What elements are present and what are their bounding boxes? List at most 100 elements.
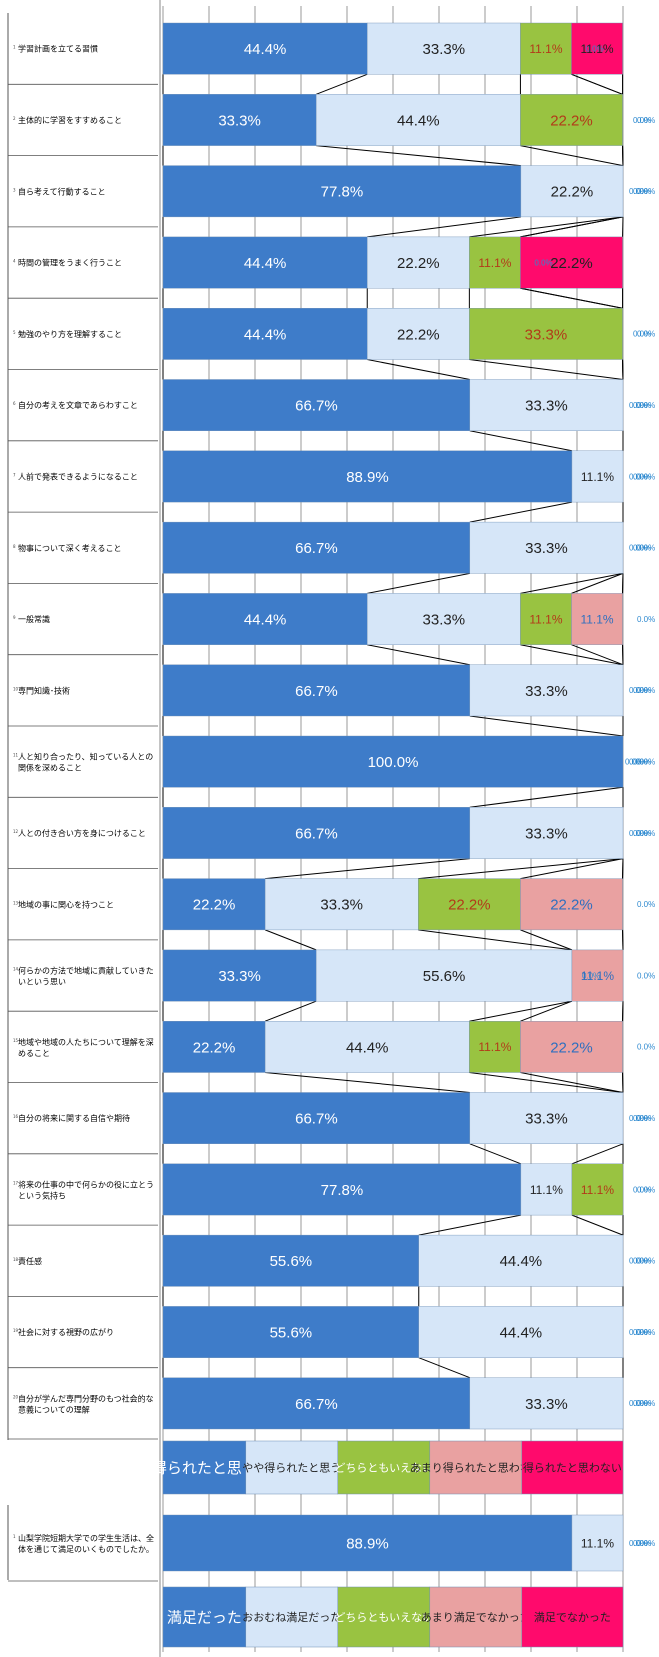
bar-segment xyxy=(520,593,572,645)
data-label: 0.0% xyxy=(633,829,651,838)
bar-segment xyxy=(571,22,623,75)
series-connector xyxy=(571,644,624,666)
bar-segment xyxy=(162,1306,419,1358)
category-label: 学習計画を立てる習慣 xyxy=(18,44,98,54)
category-number: 4 xyxy=(13,259,16,264)
series-connector xyxy=(367,572,470,594)
category-label: 人前で発表できるようになること xyxy=(18,471,138,481)
data-label: 0.0% xyxy=(625,758,643,767)
category-number: 3 xyxy=(13,187,16,192)
data-label: 0.0% xyxy=(633,1114,651,1123)
legend-label: あまり得られたと思わない xyxy=(410,1461,542,1474)
data-label: 22.2% xyxy=(550,897,593,914)
bar-segment xyxy=(418,1234,624,1287)
series-connector xyxy=(520,287,623,309)
bar-segment xyxy=(520,94,623,146)
data-label: 0.0% xyxy=(637,1257,655,1266)
legend-label: やや得られたと思う xyxy=(242,1461,341,1474)
data-label: 22.2% xyxy=(550,1039,593,1056)
data-label: 0.0% xyxy=(629,472,647,481)
data-label: 0.0% xyxy=(629,1399,647,1408)
bar-segment xyxy=(264,878,419,931)
series-connector xyxy=(265,858,470,880)
legend-box xyxy=(337,1586,431,1648)
bar-segment xyxy=(162,1163,522,1216)
series-connector xyxy=(520,1072,624,1093)
bar-segment xyxy=(571,593,623,645)
legend-box xyxy=(162,1440,247,1495)
category-label: 自ら考えて行動すること xyxy=(18,186,106,196)
data-label: 0.0% xyxy=(633,1328,651,1337)
category-label: 将来の仕事の中で何らかの役に立とうという気持ち xyxy=(18,1179,154,1200)
series-connector xyxy=(520,216,624,238)
bar-segment xyxy=(162,664,471,717)
bar-segment xyxy=(520,165,624,218)
bar-segment xyxy=(162,807,471,859)
bar-segment xyxy=(162,735,624,788)
data-label: 0.0% xyxy=(637,187,655,196)
series-connector xyxy=(520,858,624,880)
data-label: 44.4% xyxy=(500,1324,543,1341)
series-connector xyxy=(469,216,624,238)
bar-segment xyxy=(469,236,521,289)
category-label: 専門知識･技術 xyxy=(18,685,70,695)
legend-label: どちらともいえない xyxy=(334,1461,433,1474)
data-label: 0.0% xyxy=(637,615,655,624)
data-label: 33.3% xyxy=(525,1396,568,1413)
series-connector xyxy=(469,715,624,737)
data-label: 11.1% xyxy=(581,470,614,484)
category-number: 10 xyxy=(13,686,19,691)
data-label: 0.0% xyxy=(637,330,655,339)
data-label: 0.0% xyxy=(629,401,647,410)
bar-segment xyxy=(162,949,317,1002)
bar-segment xyxy=(162,22,368,75)
data-label: 100.0% xyxy=(368,754,419,771)
data-label: 11.1% xyxy=(580,612,613,626)
data-label: 0.0% xyxy=(637,686,655,695)
bar-segment xyxy=(520,1163,573,1216)
category-number: 11 xyxy=(13,753,19,758)
legend-box xyxy=(521,1586,624,1648)
category-number: 6 xyxy=(13,401,16,406)
category-label: 勉強のやり方を理解すること xyxy=(18,329,122,339)
data-label: 33.3% xyxy=(218,112,261,129)
data-label: 0.0% xyxy=(629,544,647,553)
bar-segment xyxy=(162,1092,471,1144)
data-label: 66.7% xyxy=(295,540,338,557)
category-number: 20 xyxy=(13,1394,19,1399)
data-label: 22.2% xyxy=(550,112,593,129)
bar-segment xyxy=(315,94,521,146)
data-label: 11.1% xyxy=(529,612,562,626)
bar-segment xyxy=(162,450,573,503)
series-connector xyxy=(367,216,521,238)
data-label: 33.3% xyxy=(423,611,466,628)
series-connector xyxy=(571,1214,624,1236)
category-number: 9 xyxy=(13,615,16,620)
data-label: 33.3% xyxy=(525,540,568,557)
data-label: 0.0% xyxy=(633,472,651,481)
data-label: 0.0% xyxy=(633,1539,651,1548)
data-label: 0.0% xyxy=(629,1328,647,1337)
legend-label: あまり満足でなかった xyxy=(421,1611,531,1624)
bar-segment xyxy=(418,1306,624,1358)
data-label: 44.4% xyxy=(500,1253,543,1270)
category-label: 地域の事に関心を持つこと xyxy=(18,899,114,909)
category-number: 16 xyxy=(13,1114,19,1119)
series-connector xyxy=(418,929,573,951)
category-number: 2 xyxy=(13,116,16,121)
data-label: 0.0% xyxy=(629,686,647,695)
chart-bars xyxy=(162,22,624,1572)
bar-segment xyxy=(162,1514,573,1572)
bar-segment xyxy=(520,1021,623,1073)
data-label: 66.7% xyxy=(295,398,338,415)
bar-segment xyxy=(469,1377,624,1430)
bar-segment xyxy=(367,593,521,645)
bar-segment xyxy=(520,878,623,931)
series-connector xyxy=(520,145,624,167)
data-label: 44.4% xyxy=(244,255,287,272)
bar-segment xyxy=(264,1021,470,1073)
data-label: 66.7% xyxy=(295,1111,338,1128)
series-connector xyxy=(469,501,573,523)
data-label: 0.0% xyxy=(637,900,655,909)
data-label: 33.3% xyxy=(525,398,568,415)
